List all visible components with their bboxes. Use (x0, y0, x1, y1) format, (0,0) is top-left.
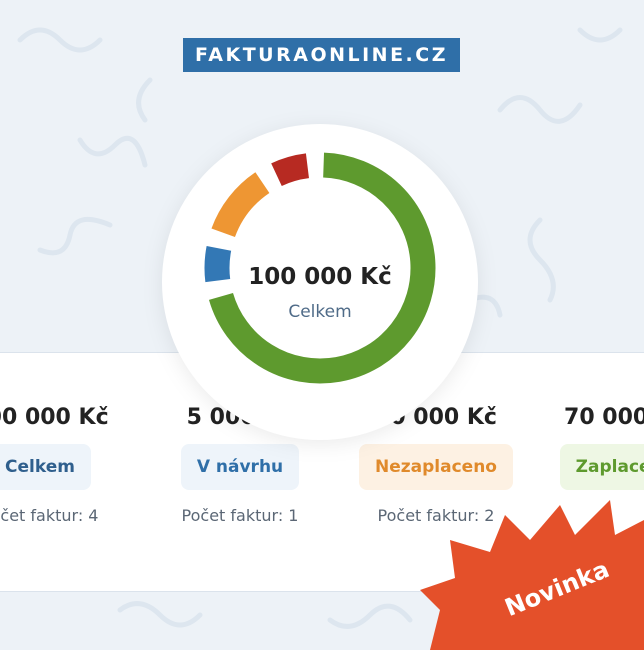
donut-segment (208, 152, 436, 384)
donut-segment (204, 245, 232, 283)
card-count: Počet faktur: 2 (377, 506, 495, 525)
donut-total: 100 000 Kč (248, 264, 392, 290)
donut-segment (271, 153, 310, 187)
card-status: Nezaplaceno (359, 444, 513, 490)
summary-card: 10 000 Kč Nezaplaceno Počet faktur: 2 (336, 405, 536, 525)
card-count: Počet faktur: 4 (0, 506, 99, 525)
summary-card: 100 000 Kč Celkem Počet faktur: 4 (0, 405, 140, 525)
card-status: V návrhu (180, 444, 300, 490)
donut-label: Celkem (288, 302, 351, 322)
card-status: Celkem (0, 444, 91, 490)
card-count: Počet faktur: 1 (181, 506, 299, 525)
donut-segment (211, 172, 270, 238)
summary-card: 70 000 Kč Zaplaceno (525, 405, 644, 490)
card-status: Zaplaceno (559, 444, 644, 490)
card-amount: 70 000 Kč (564, 405, 644, 430)
logo[interactable]: FAKTURAONLINE.CZ (183, 38, 460, 72)
card-amount: 100 000 Kč (0, 405, 109, 430)
